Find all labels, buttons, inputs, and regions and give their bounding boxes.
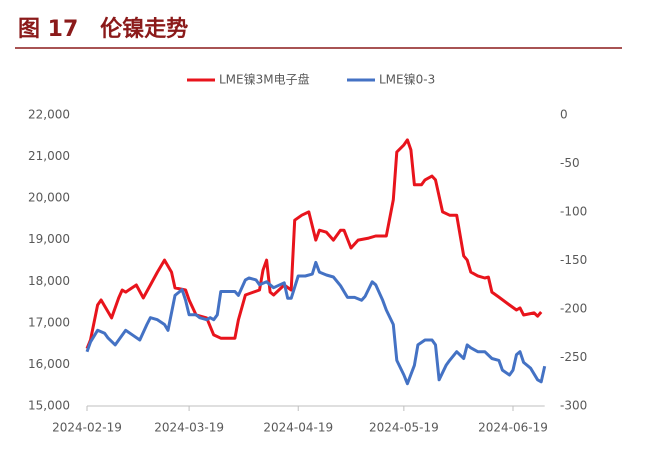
y-tick-label: 19,000 bbox=[28, 232, 70, 246]
y-tick-label: 18,000 bbox=[28, 274, 70, 288]
y2-tick-label: -150 bbox=[560, 253, 587, 267]
x-tick-label: 2024-02-19 bbox=[52, 421, 122, 435]
y-tick-label: 20,000 bbox=[28, 191, 70, 205]
x-tick-label: 2024-05-19 bbox=[369, 421, 439, 435]
series-line bbox=[85, 138, 543, 350]
x-tick-label: 2024-03-19 bbox=[154, 421, 224, 435]
legend-label: LME镍3M电子盘 bbox=[219, 72, 310, 87]
y2-tick-label: 0 bbox=[560, 108, 568, 122]
y2-tick-label: -50 bbox=[560, 156, 580, 170]
y-tick-label: 17,000 bbox=[28, 315, 70, 329]
y2-tick-label: -250 bbox=[560, 350, 587, 364]
y-tick-label: 21,000 bbox=[28, 149, 70, 163]
y2-tick-label: -200 bbox=[560, 302, 587, 316]
x-tick-label: 2024-04-19 bbox=[263, 421, 333, 435]
legend-label: LME镍0-3 bbox=[379, 73, 435, 87]
x-tick-label: 2024-06-19 bbox=[478, 421, 548, 435]
y-tick-label: 22,000 bbox=[28, 108, 70, 122]
y2-tick-label: -100 bbox=[560, 205, 587, 219]
y-tick-label: 16,000 bbox=[28, 357, 70, 371]
y2-tick-label: -300 bbox=[560, 399, 587, 413]
chart-title: 图 17 伦镍走势 bbox=[18, 16, 188, 42]
series-line bbox=[85, 260, 547, 386]
y-tick-label: 15,000 bbox=[28, 399, 70, 413]
